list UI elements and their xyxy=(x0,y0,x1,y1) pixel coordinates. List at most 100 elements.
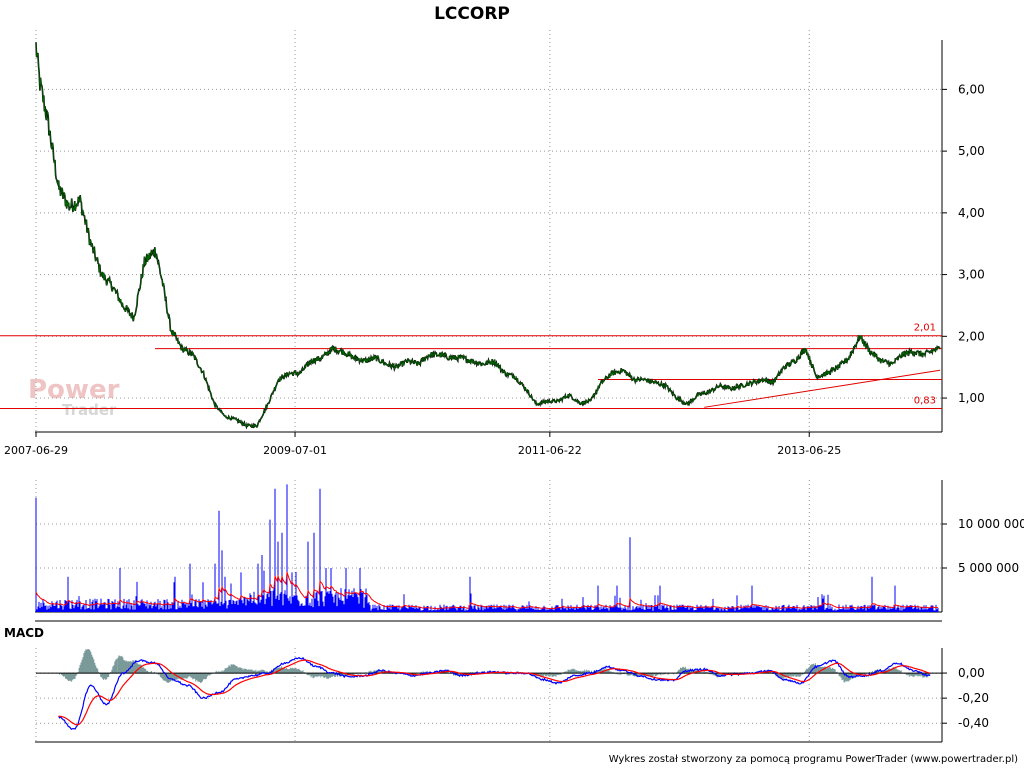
price-point-2 xyxy=(47,119,49,121)
x-tick-label-0: 2007-06-29 xyxy=(4,444,68,457)
macd-panel xyxy=(35,648,943,743)
macd-line xyxy=(58,656,931,730)
price-point-38 xyxy=(428,354,430,356)
price-point-41 xyxy=(460,357,463,359)
price-point-52 xyxy=(579,402,581,404)
price-point-31 xyxy=(353,357,355,359)
price-y-ticks: 1,00 2,00 3,00 4,00 5,00 6,00 xyxy=(942,82,985,405)
price-y-tick-label-3: 4,00 xyxy=(958,206,985,220)
price-point-12 xyxy=(154,249,156,251)
price-point-86 xyxy=(939,348,941,350)
price-point-10 xyxy=(133,317,135,319)
price-point-17 xyxy=(202,372,205,374)
price-point-13 xyxy=(161,280,163,282)
price-point-82 xyxy=(901,354,903,356)
powertrader-watermark: Power Trader xyxy=(28,375,120,419)
price-point-66 xyxy=(730,388,732,390)
watermark-line2: Trader xyxy=(62,401,117,419)
price-point-57 xyxy=(633,378,635,381)
price-point-27 xyxy=(310,360,312,362)
price-y-tick-label-0: 1,00 xyxy=(958,391,985,405)
footer-credit: Wykres został stworzony za pomocą progra… xyxy=(609,754,1018,765)
price-point-67 xyxy=(740,385,743,387)
price-point-6 xyxy=(90,243,92,245)
price-y-tick-label-5: 6,00 xyxy=(958,82,985,96)
macd-y-tick-label-2: -0,40 xyxy=(958,716,989,730)
price-point-58 xyxy=(643,378,645,381)
price-y-tick-label-1: 2,00 xyxy=(958,329,985,343)
chart-title: LCCORP xyxy=(434,4,510,24)
macd-y-ticks: 0,00 -0,20 -0,40 xyxy=(942,666,989,730)
volume-y-tick-label-0: 5 000 000 xyxy=(958,561,1019,575)
price-point-62 xyxy=(686,403,688,405)
price-point-56 xyxy=(622,369,624,371)
level-label-0: 2,01 xyxy=(914,323,936,334)
price-point-55 xyxy=(611,372,613,374)
price-point-77 xyxy=(848,357,850,359)
price-point-7 xyxy=(101,274,103,276)
price-point-37 xyxy=(417,363,419,365)
price-point-81 xyxy=(891,363,893,365)
price-point-24 xyxy=(277,378,279,381)
x-tick-label-2: 2011-06-22 xyxy=(518,444,582,457)
price-point-64 xyxy=(708,391,710,393)
price-point-50 xyxy=(557,400,559,402)
price-point-29 xyxy=(331,348,334,350)
price-point-46 xyxy=(514,375,516,377)
price-point-16 xyxy=(192,354,194,356)
price-point-18 xyxy=(213,403,216,405)
price-point-43 xyxy=(482,363,484,365)
volume-average-line xyxy=(35,571,938,610)
price-point-54 xyxy=(600,382,603,384)
price-point-76 xyxy=(837,366,839,368)
price-y-tick-label-4: 5,00 xyxy=(958,144,985,158)
x-tick-label-3: 2013-06-25 xyxy=(777,444,841,457)
price-point-73 xyxy=(805,348,807,350)
price-point-3 xyxy=(58,187,60,189)
price-point-72 xyxy=(794,360,796,362)
price-panel xyxy=(35,40,943,433)
price-point-83 xyxy=(912,351,914,353)
price-point-23 xyxy=(267,403,269,405)
macd-y-tick-label-1: -0,20 xyxy=(958,691,989,705)
price-point-36 xyxy=(406,360,408,362)
price-point-34 xyxy=(385,363,387,365)
price-point-78 xyxy=(859,335,861,337)
price-point-22 xyxy=(256,425,258,427)
price-point-44 xyxy=(493,360,495,362)
volume-y-tick-label-1: 10 000 000 xyxy=(958,517,1024,531)
price-point-85 xyxy=(934,349,936,351)
price-point-30 xyxy=(342,351,345,353)
price-point-75 xyxy=(826,372,828,374)
price-point-14 xyxy=(170,329,172,331)
price-point-4 xyxy=(68,206,70,208)
price-point-42 xyxy=(471,360,474,362)
macd-y-tick-label-0: 0,00 xyxy=(958,666,985,680)
price-point-74 xyxy=(815,375,817,377)
price-point-26 xyxy=(299,372,301,374)
price-line xyxy=(35,42,941,429)
price-point-28 xyxy=(321,357,323,359)
price-point-65 xyxy=(719,385,721,387)
price-point-79 xyxy=(869,351,872,353)
price-point-63 xyxy=(697,394,699,396)
volume-y-ticks: 5 000 000 10 000 000 xyxy=(942,517,1024,575)
price-point-70 xyxy=(772,382,774,384)
price-point-8 xyxy=(112,286,114,288)
price-point-25 xyxy=(288,372,290,374)
price-point-5 xyxy=(79,199,81,202)
price-point-61 xyxy=(676,397,678,399)
volume-bars xyxy=(35,484,939,612)
price-point-35 xyxy=(396,366,398,368)
price-point-32 xyxy=(364,360,366,362)
price-point-48 xyxy=(535,403,538,405)
x-tick-label-1: 2009-07-01 xyxy=(263,444,327,457)
price-point-40 xyxy=(450,357,452,359)
price-point-60 xyxy=(665,385,667,387)
macd-series xyxy=(36,649,942,730)
price-point-53 xyxy=(589,400,592,402)
price-point-69 xyxy=(762,378,764,381)
price-point-39 xyxy=(439,354,441,356)
